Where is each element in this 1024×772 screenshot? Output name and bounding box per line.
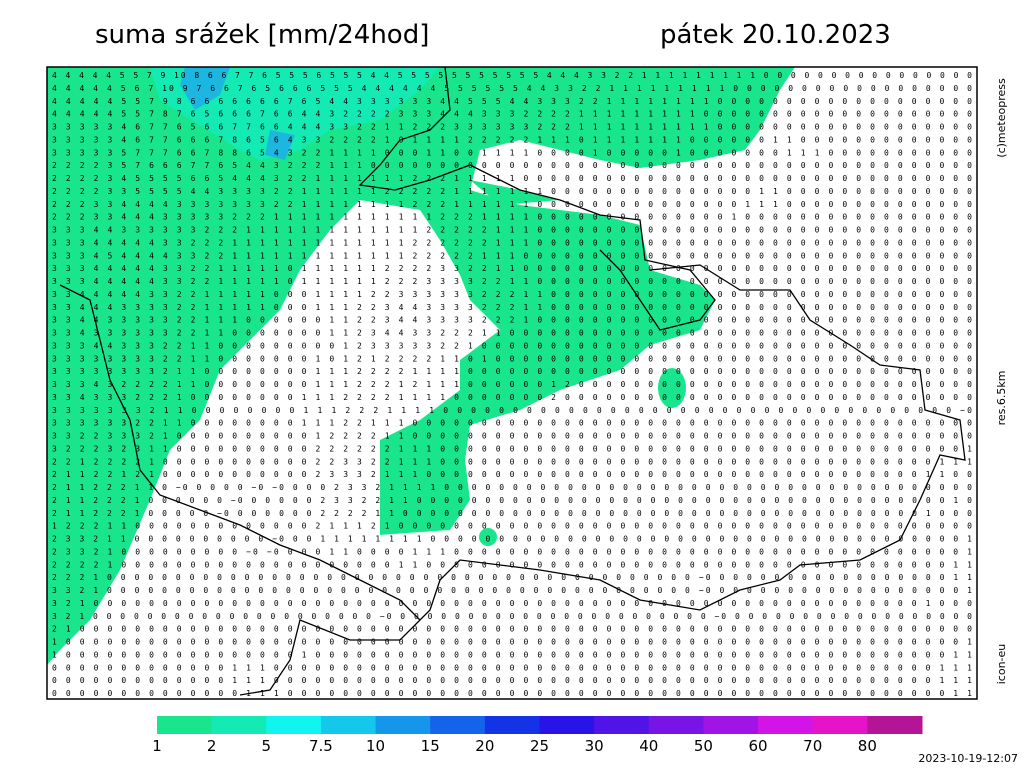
grid-row: 4 4 4 4 4 5 6 7 10 9 7 6 6 7 6 5 6 6 6 5… <box>52 84 972 93</box>
legend-swatch <box>594 716 650 734</box>
grid-row: 3 3 2 2 3 3 3 2 1 0 0 0 0 0 0 0 0 0 0 1 … <box>52 432 972 441</box>
legend-swatch <box>812 716 868 734</box>
grid-row: 2 1 1 2 2 1 2 1 0 0 0 0 0 0 0 0 0 0 0 2 … <box>52 470 972 479</box>
legend-swatch <box>867 716 923 734</box>
grid-row: 3 3 3 4 4 4 4 4 3 3 2 2 2 1 1 1 1 1 1 1 … <box>52 238 972 247</box>
legend-label: 5 <box>262 737 272 755</box>
legend-label: 40 <box>639 737 658 755</box>
date: pátek 20.10.2023 <box>660 20 891 50</box>
grid-row: 4 4 4 4 4 5 5 7 9 8 6 6 6 6 6 6 6 7 6 5 … <box>52 97 972 106</box>
legend-swatch <box>758 716 814 734</box>
grid-row: 2 1 1 2 2 2 1 1 0 −0 0 0 0 0 −0 −0 0 0 0… <box>52 483 972 492</box>
legend-swatch <box>648 716 704 734</box>
grid-row: 3 3 3 4 4 3 3 3 2 2 1 1 0 0 0 0 0 0 0 0 … <box>52 341 972 350</box>
rain-area <box>180 67 295 160</box>
grid-row: 3 3 4 3 3 3 3 3 3 2 2 1 1 0 0 0 0 0 0 0 … <box>52 329 972 338</box>
grid-row: 3 3 4 4 4 4 4 3 3 2 2 1 1 1 1 1 0 0 0 1 … <box>52 290 972 299</box>
legend-swatch <box>484 716 540 734</box>
grid-row: 3 3 2 1 0 0 0 0 0 0 0 0 0 0 0 0 0 0 0 0 … <box>52 586 972 595</box>
grid-row: 2 3 3 2 1 1 0 0 0 0 0 0 0 0 0 0 −0 0 0 1… <box>52 535 972 544</box>
grid-row: 2 1 1 2 2 2 1 0 0 0 0 0 −0 0 0 0 0 0 0 2… <box>52 509 972 518</box>
timestamp: 2023-10-19-12:07 <box>918 752 1018 765</box>
grid-row: 3 3 4 4 4 3 3 3 3 2 2 1 1 1 1 1 0 0 0 1 … <box>52 303 972 312</box>
grid-row: 3 2 1 0 0 0 0 0 0 0 0 0 0 0 0 0 0 0 0 0 … <box>52 612 972 621</box>
legend-swatch <box>266 716 322 734</box>
legend-swatch <box>157 716 213 734</box>
grid-row: 3 2 2 2 3 2 3 1 1 0 0 0 0 0 0 0 0 0 0 2 … <box>52 444 972 453</box>
legend-swatch <box>375 716 431 734</box>
grid-row: 3 3 3 4 4 4 4 4 3 3 2 2 1 1 1 1 1 0 1 1 … <box>52 277 972 286</box>
grid-row: 3 3 4 3 3 3 2 2 2 1 0 0 0 0 0 0 0 0 1 1 … <box>52 393 972 402</box>
grid-row: 2 2 2 3 3 4 4 4 3 3 3 3 3 2 2 2 1 1 1 1 … <box>52 213 972 222</box>
legend-label: 80 <box>858 737 877 755</box>
grid-row: 2 2 2 2 1 0 0 0 0 0 0 0 0 0 0 0 0 0 0 0 … <box>52 560 972 569</box>
grid-row: 1 0 0 0 0 0 0 0 0 0 0 0 0 0 0 0 0 0 1 0 … <box>52 650 972 659</box>
rain-area <box>47 67 795 665</box>
coastline <box>59 284 421 621</box>
rain-area <box>150 67 440 160</box>
credit: (c)meteopress <box>995 78 1008 158</box>
map-frame <box>46 66 978 700</box>
grid-row: 2 2 2 2 3 5 7 6 6 6 7 7 6 5 4 4 3 2 2 2 … <box>52 161 972 170</box>
legend-label: 50 <box>694 737 713 755</box>
grid-row: 3 3 3 3 3 5 7 7 7 6 6 7 8 8 6 5 4 3 2 2 … <box>52 148 972 157</box>
grid-row: 3 3 3 3 3 4 6 7 7 6 6 6 7 8 6 5 6 4 3 3 … <box>52 135 972 144</box>
value-grid: 4 4 4 4 4 5 5 7 9 10 8 6 6 7 7 6 5 5 5 6… <box>52 71 972 698</box>
grid-row: 3 3 3 3 3 3 3 3 2 2 1 1 0 0 0 0 0 0 0 1 … <box>52 354 972 363</box>
grid-row: 3 3 3 3 3 3 2 2 1 1 0 0 0 0 0 0 0 0 1 1 … <box>52 419 972 428</box>
map: 4 4 4 4 4 5 5 7 9 10 8 6 6 7 7 6 5 5 5 6… <box>46 66 978 700</box>
grid-row: 0 0 0 0 0 0 0 0 0 0 0 0 0 0 1 1 1 0 0 0 … <box>52 689 972 698</box>
grid-row: 3 3 4 4 3 3 3 3 3 2 2 1 1 1 0 0 0 0 0 0 … <box>52 316 972 325</box>
legend-swatch <box>211 716 267 734</box>
legend-swatch <box>430 716 486 734</box>
grid-row: 4 4 4 4 4 5 5 7 9 10 8 6 6 7 7 6 5 5 5 6… <box>52 71 972 80</box>
rain-area <box>479 528 497 546</box>
model: icon-eu <box>995 644 1008 685</box>
legend-label: 15 <box>421 737 440 755</box>
legend-label: 20 <box>475 737 494 755</box>
legend-label: 25 <box>530 737 549 755</box>
grid-row: 3 3 3 4 4 3 3 3 3 3 3 2 2 2 1 1 1 1 1 1 … <box>52 226 972 235</box>
grid-row: 4 4 4 4 4 5 5 7 8 7 6 5 6 6 6 7 6 6 4 4 … <box>52 110 972 119</box>
grid-row: 3 3 3 4 4 4 4 4 3 3 2 2 1 1 1 1 1 0 1 1 … <box>52 264 972 273</box>
grid-row: 2 2 2 2 3 4 5 5 5 5 6 6 5 4 4 4 3 2 2 1 … <box>52 174 972 183</box>
rain-area <box>658 368 686 408</box>
grid-row: 2 1 0 0 0 0 0 0 0 0 0 0 0 0 0 0 0 0 0 0 … <box>52 625 972 634</box>
legend-swatch <box>539 716 595 734</box>
grid-row: 3 3 3 4 5 4 4 4 4 3 3 2 2 1 1 1 1 1 1 1 … <box>52 251 972 260</box>
grid-row: 2 3 3 2 1 0 0 0 0 0 0 0 0 0 −0 −0 0 0 0 … <box>52 547 972 556</box>
legend-label: 2 <box>207 737 217 755</box>
grid-row: 3 3 3 3 3 4 6 7 7 6 5 6 6 7 7 6 6 4 4 4 … <box>52 123 972 132</box>
grid-row: 3 2 1 0 0 0 0 0 0 0 0 0 0 0 0 0 0 0 0 0 … <box>52 599 972 608</box>
legend: 1 2 5 7.5 10 15 20 25 30 40 50 60 70 80 <box>152 716 923 755</box>
legend-label: 60 <box>749 737 768 755</box>
legend-label: 30 <box>585 737 604 755</box>
grid-row: 2 1 1 2 2 2 1 0 0 0 0 0 0 −0 0 0 0 0 0 2… <box>52 496 972 505</box>
grid-row: 0 0 0 0 0 0 0 0 0 0 0 0 0 1 1 1 0 0 0 0 … <box>52 676 972 685</box>
grid-row: 2 2 2 3 3 4 4 4 4 3 3 3 3 3 3 3 2 2 1 1 … <box>52 200 972 209</box>
grid-row: 3 3 3 4 3 2 2 2 2 1 1 0 0 0 0 0 0 0 0 1 … <box>52 380 972 389</box>
legend-label: 10 <box>366 737 385 755</box>
grid-row: 0 0 0 0 0 0 0 0 0 0 0 0 0 1 1 1 0 0 0 0 … <box>52 663 972 672</box>
title: suma srážek [mm/24hod] <box>95 20 429 50</box>
grid-row: 1 2 2 2 1 1 0 0 0 0 0 0 0 0 0 0 0 0 0 2 … <box>52 522 972 531</box>
coastline <box>239 66 966 696</box>
grid-row: 2 2 2 2 3 3 5 5 5 5 4 4 3 3 3 3 2 2 1 1 … <box>52 187 972 196</box>
grid-row: 2 2 1 2 2 2 2 1 0 0 0 0 0 0 0 0 0 0 0 2 … <box>52 457 972 466</box>
legend-swatch <box>703 716 759 734</box>
legend-label: 1 <box>152 737 162 755</box>
legend-label: 7.5 <box>309 737 333 755</box>
rain-area <box>470 180 560 205</box>
legend-label: 70 <box>803 737 822 755</box>
grid-row: 2 2 2 1 0 0 0 0 0 0 0 0 0 0 0 0 0 0 0 0 … <box>52 573 972 582</box>
resolution: res.6.5km <box>995 371 1008 426</box>
grid-row: 1 0 0 0 0 0 0 0 0 0 0 0 0 0 0 0 0 0 0 0 … <box>52 638 972 647</box>
grid-row: 3 3 3 3 3 3 3 3 2 1 1 0 0 0 0 0 0 0 0 1 … <box>52 367 972 376</box>
legend-swatch <box>320 716 377 734</box>
